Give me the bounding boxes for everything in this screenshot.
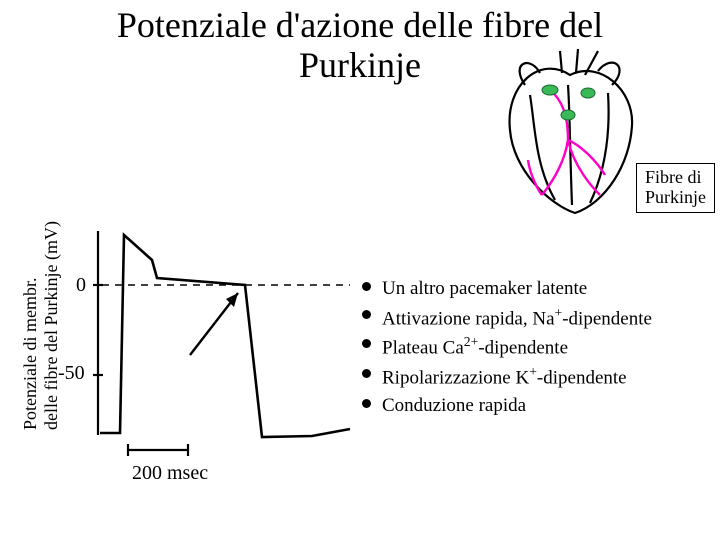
- bullet-list: Un altro pacemaker latente Attivazione r…: [360, 275, 710, 420]
- heart-label-line2: Purkinje: [645, 187, 706, 207]
- heart-label: Fibre di Purkinje: [636, 163, 715, 213]
- ytick-neg50: -50: [58, 362, 85, 385]
- y-axis-label: Potenziale di membr. delle fibre del Pur…: [20, 221, 62, 430]
- ap-trace: [100, 235, 350, 437]
- x-scale-label: 200 msec: [132, 462, 208, 485]
- x-scale-bar: [128, 444, 188, 456]
- ytick-0: 0: [76, 274, 86, 297]
- bullet-item: Plateau Ca2+-dipendente: [360, 332, 710, 362]
- yaxis-line1: Potenziale di membr.: [20, 278, 40, 430]
- bullet-item: Attivazione rapida, Na+-dipendente: [360, 303, 710, 333]
- bullet-item: Ripolarizzazione K+-dipendente: [360, 362, 710, 392]
- ap-chart: [90, 225, 370, 465]
- title-line-2: Purkinje: [299, 45, 421, 85]
- bullet-item: Conduzione rapida: [360, 392, 710, 420]
- title-line-1: Potenziale d'azione delle fibre del: [117, 5, 603, 45]
- plateau-arrow: [190, 293, 238, 355]
- heart-illustration: [480, 45, 660, 225]
- heart-label-line1: Fibre di: [645, 167, 702, 187]
- bullet-item: Un altro pacemaker latente: [360, 275, 710, 303]
- yaxis-line2: delle fibre del Purkinje (mV): [41, 221, 61, 430]
